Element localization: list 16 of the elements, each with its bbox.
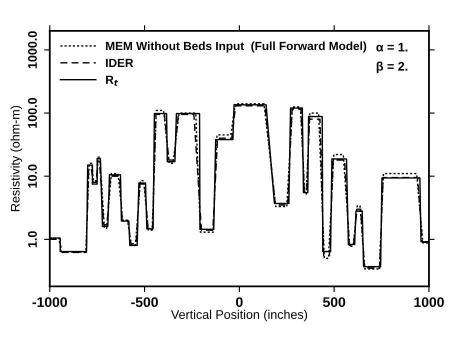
legend-label: MEM Without Beds Input (Full Forward Model) [106, 41, 366, 52]
x-axis-title: Vertical Position (inches) [170, 310, 308, 322]
annotation: β = 2. [376, 62, 408, 74]
x-tick-label: 1000 [414, 297, 444, 308]
legend-label: IDER [106, 58, 134, 67]
y-tick-label: 1000.0 [28, 31, 37, 68]
x-tick-label: -500 [131, 297, 158, 308]
annotation: α = 1. [376, 42, 408, 52]
y-tick-label: 100.0 [28, 98, 37, 128]
x-tick-label: -1000 [32, 297, 67, 308]
legend-label: R$_{t}$ [106, 76, 118, 86]
y-tick-label: 10.0 [28, 164, 37, 188]
y-tick-label: 1.0 [28, 231, 37, 248]
y-axis-title: Resistivity (ohm-m) [10, 106, 22, 212]
x-tick-label: 500 [323, 297, 346, 308]
x-tick-label: 0 [236, 297, 243, 308]
